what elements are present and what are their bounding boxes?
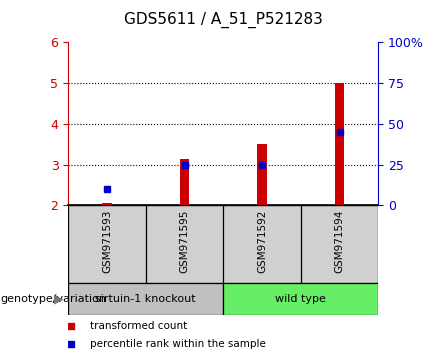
Bar (103, 203, 112, 205)
Bar (180, 159, 189, 205)
Text: genotype/variation: genotype/variation (0, 294, 106, 304)
Text: GSM971593: GSM971593 (102, 209, 112, 273)
Bar (257, 144, 267, 205)
Bar (335, 83, 344, 205)
Text: wild type: wild type (275, 294, 326, 304)
Bar (68, 283, 223, 315)
Text: GDS5611 / A_51_P521283: GDS5611 / A_51_P521283 (124, 12, 323, 28)
Text: sirtuin-1 knockout: sirtuin-1 knockout (95, 294, 196, 304)
Bar (223, 283, 378, 315)
Text: ▶: ▶ (54, 293, 64, 306)
Text: percentile rank within the sample: percentile rank within the sample (90, 339, 266, 349)
Text: transformed count: transformed count (90, 321, 187, 331)
Text: GSM971594: GSM971594 (335, 209, 345, 273)
Text: GSM971595: GSM971595 (180, 209, 190, 273)
Text: GSM971592: GSM971592 (257, 209, 267, 273)
